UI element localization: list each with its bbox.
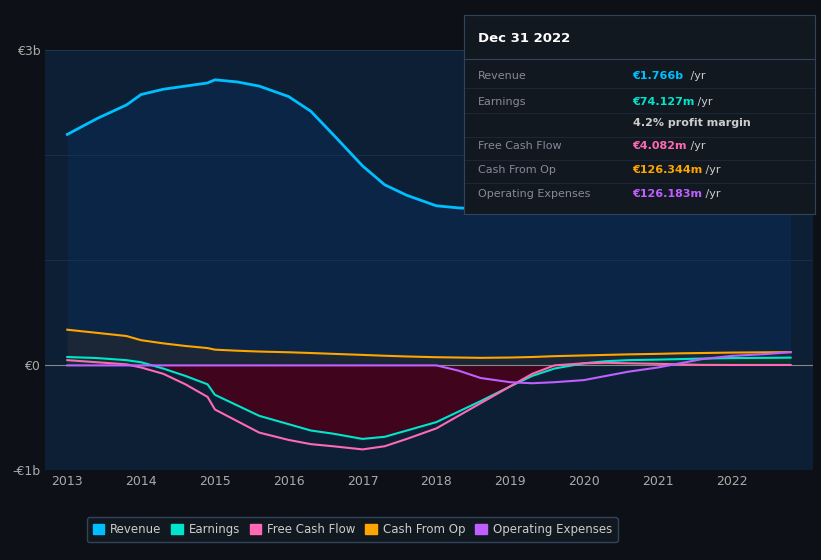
Text: Earnings: Earnings [478,96,526,106]
Legend: Revenue, Earnings, Free Cash Flow, Cash From Op, Operating Expenses: Revenue, Earnings, Free Cash Flow, Cash … [87,517,617,542]
Text: Free Cash Flow: Free Cash Flow [478,141,562,151]
Text: /yr: /yr [702,165,721,175]
Text: Cash From Op: Cash From Op [478,165,556,175]
Text: /yr: /yr [695,96,713,106]
Text: 4.2% profit margin: 4.2% profit margin [632,119,750,128]
Text: /yr: /yr [686,141,705,151]
Text: Operating Expenses: Operating Expenses [478,189,590,199]
Text: /yr: /yr [702,189,721,199]
Text: €126.344m: €126.344m [632,165,703,175]
Text: Dec 31 2022: Dec 31 2022 [478,32,570,45]
Text: €4.082m: €4.082m [632,141,687,151]
Text: €1.766b: €1.766b [632,71,684,81]
Text: €126.183m: €126.183m [632,189,703,199]
Text: /yr: /yr [686,71,705,81]
Text: €74.127m: €74.127m [632,96,695,106]
Text: Revenue: Revenue [478,71,526,81]
